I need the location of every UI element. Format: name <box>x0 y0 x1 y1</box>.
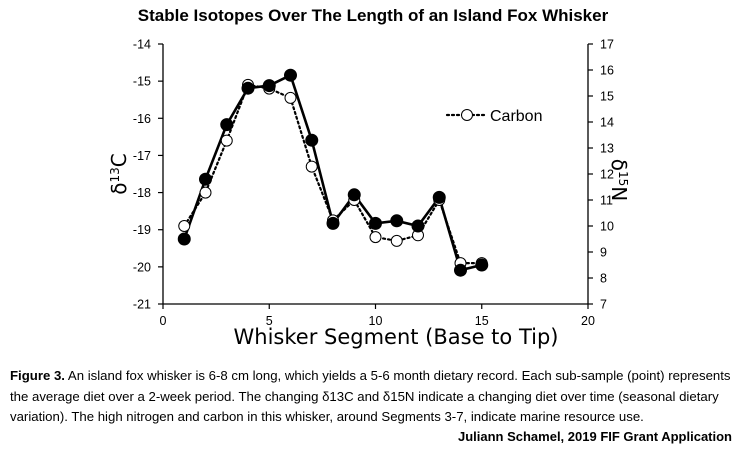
nitrogen-point <box>347 188 361 202</box>
y-right-tick-label: 7 <box>600 298 607 312</box>
y-left-tick-label: -17 <box>133 149 151 163</box>
legend-carbon-marker <box>461 109 473 121</box>
y-right-tick-label: 9 <box>600 246 607 260</box>
y-left-tick-label: -14 <box>133 38 151 52</box>
y-right-axis-label: δ15N <box>607 159 631 202</box>
nitrogen-point <box>475 258 489 272</box>
y-left-axis-ticks: -14 -15 -16 -17 -18 -19 -20 -21 <box>133 38 163 312</box>
y-left-tick-label: -15 <box>133 75 151 89</box>
y-right-tick-label: 17 <box>600 38 614 52</box>
chart-area: 0 5 10 15 20 -14 -15 -16 -17 -18 -19 -20 -21 17 16 15… <box>107 38 631 350</box>
nitrogen-point <box>305 133 319 147</box>
nitrogen-point <box>262 79 276 93</box>
caption-text: An island fox whisker is 6-8 cm long, wh… <box>10 368 731 424</box>
caption-label: Figure 3. <box>10 368 65 383</box>
y-left-tick-label: -16 <box>133 112 151 126</box>
y-left-tick-label: -20 <box>133 260 151 274</box>
nitrogen-point <box>326 216 340 230</box>
nitrogen-point <box>454 263 467 277</box>
y-right-tick-label: 16 <box>600 64 614 78</box>
carbon-point <box>199 186 212 199</box>
y-right-tick-label: 14 <box>600 116 614 130</box>
carbon-point <box>284 91 297 104</box>
nitrogen-point <box>369 216 382 230</box>
nitrogen-point <box>411 219 425 233</box>
x-tick-label: 10 <box>369 314 383 328</box>
figure-caption: Figure 3. An island fox whisker is 6-8 c… <box>10 366 738 428</box>
y-right-tick-label: 10 <box>600 220 614 234</box>
carbon-point <box>390 234 403 247</box>
x-axis-ticks: 0 5 10 15 20 <box>160 304 595 328</box>
y-left-tick-label: -18 <box>133 186 151 200</box>
nitrogen-point <box>220 118 234 132</box>
series-layer <box>177 68 489 277</box>
y-right-tick-label: 15 <box>600 90 614 104</box>
y-right-axis-ticks: 17 16 15 14 13 12 11 10 9 8 7 <box>588 38 614 312</box>
x-tick-label: 0 <box>160 314 167 328</box>
x-tick-label: 15 <box>475 314 489 328</box>
carbon-point <box>305 160 318 173</box>
axis-labels: Whisker Segment (Base to Tip) δ13C δ15N <box>107 153 631 349</box>
legend-carbon-label: Carbon <box>490 108 542 125</box>
x-axis-label: Whisker Segment (Base to Tip) <box>234 325 559 349</box>
x-tick-label: 5 <box>266 314 273 328</box>
nitrogen-point <box>177 232 191 246</box>
carbon-point <box>178 220 191 232</box>
carbon-point <box>369 231 382 244</box>
y-right-tick-label: 13 <box>600 142 614 156</box>
credit-line: Juliann Schamel, 2019 FIF Grant Applicat… <box>457 429 732 444</box>
nitrogen-point <box>284 68 297 82</box>
legend: Carbon <box>445 108 542 125</box>
carbon-point <box>220 134 233 147</box>
nitrogen-point <box>199 172 212 186</box>
nitrogen-point <box>241 81 255 95</box>
y-left-tick-label: -21 <box>133 298 151 312</box>
nitrogen-point <box>390 214 404 228</box>
y-left-axis-label: δ13C <box>107 153 131 195</box>
nitrogen-point <box>432 190 446 204</box>
x-tick-label: 20 <box>581 314 595 328</box>
chart-title: Stable Isotopes Over The Length of an Is… <box>137 6 609 25</box>
nitrogen-series-line <box>183 73 483 272</box>
axes <box>162 44 589 305</box>
y-right-tick-label: 11 <box>600 194 613 208</box>
y-left-tick-label: -19 <box>133 223 151 237</box>
carbon-series-line <box>183 83 483 265</box>
y-right-tick-label: 8 <box>600 272 607 286</box>
y-right-tick-label: 12 <box>600 168 614 182</box>
